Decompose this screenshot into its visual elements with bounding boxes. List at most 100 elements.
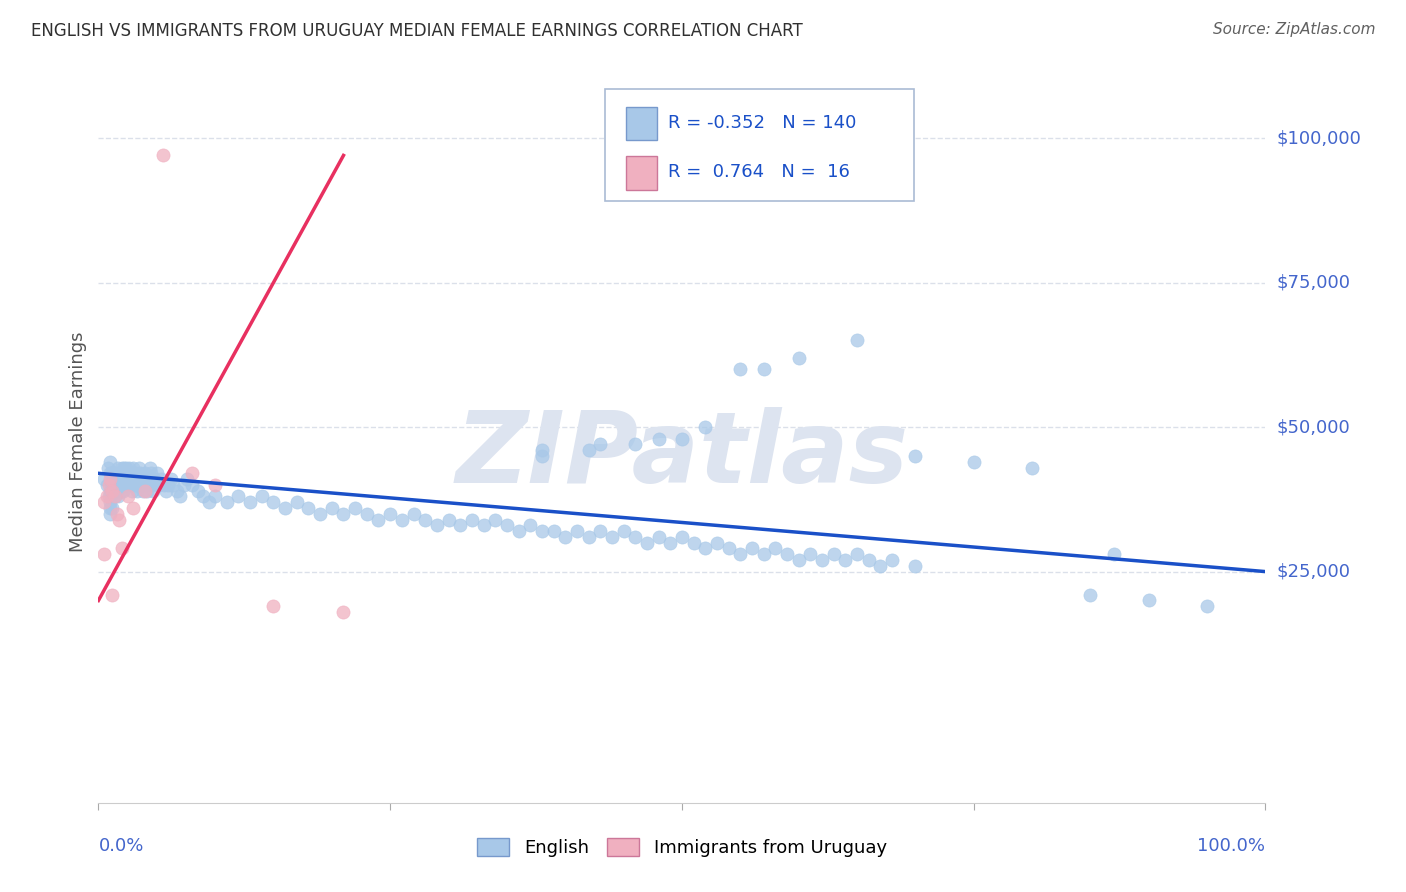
Point [173,478,195,492]
Point [811,553,834,567]
Point [437,512,460,526]
Point [97,478,120,492]
Point [413,512,436,526]
Point [589,524,612,538]
Point [426,518,449,533]
Point [111,483,134,498]
Point [98,507,121,521]
Text: $25,000: $25,000 [1277,563,1351,581]
Point [1080,588,1102,602]
Point [624,437,647,451]
Point [519,518,541,533]
Point [787,351,810,365]
Point [138,472,160,486]
Point [112,472,135,486]
Point [274,501,297,516]
Point [250,490,273,504]
Point [132,483,155,498]
Point [787,553,810,567]
Point [146,467,169,481]
Text: ZIPatlas: ZIPatlas [456,408,908,505]
Point [96,478,118,492]
Point [93,495,115,509]
Point [104,478,127,492]
Point [846,547,869,561]
Point [100,490,122,504]
Point [111,541,134,556]
Point [115,472,138,486]
Point [472,518,495,533]
Point [104,467,127,481]
Point [904,449,927,463]
Point [193,490,215,504]
Point [98,495,121,509]
Point [823,547,845,561]
Point [121,483,143,498]
Point [104,490,127,504]
Point [159,472,181,486]
Point [118,460,141,475]
Point [391,512,413,526]
Point [356,507,378,521]
Point [93,472,115,486]
Point [132,472,155,486]
Point [139,467,162,481]
Point [117,478,139,492]
Point [671,530,693,544]
Text: ENGLISH VS IMMIGRANTS FROM URUGUAY MEDIAN FEMALE EARNINGS CORRELATION CHART: ENGLISH VS IMMIGRANTS FROM URUGUAY MEDIA… [31,22,803,40]
Point [1102,547,1125,561]
Y-axis label: Median Female Earnings: Median Female Earnings [69,331,87,552]
Point [96,490,118,504]
Point [117,490,139,504]
Point [103,478,125,492]
Point [332,605,354,619]
Point [101,588,124,602]
Text: Source: ZipAtlas.com: Source: ZipAtlas.com [1212,22,1375,37]
Point [107,460,129,475]
Text: R = -0.352   N = 140: R = -0.352 N = 140 [668,113,856,132]
Point [112,460,135,475]
Point [869,558,891,573]
Point [530,524,553,538]
Point [858,553,880,567]
Point [111,460,134,475]
Point [101,467,124,481]
Point [97,460,120,475]
Point [262,599,284,614]
Point [118,467,141,481]
Point [565,524,588,538]
Point [129,467,152,481]
Point [148,478,170,492]
Point [1021,460,1043,475]
Point [166,483,188,498]
Point [752,547,775,561]
Point [93,547,115,561]
Point [124,467,146,481]
Point [122,501,145,516]
Point [162,478,184,492]
Point [461,512,484,526]
Point [115,460,138,475]
Point [111,467,134,481]
Point [111,472,134,486]
Point [904,558,927,573]
Point [98,455,121,469]
Point [104,490,127,504]
Point [139,460,162,475]
Point [578,443,600,458]
Point [134,483,156,498]
Point [636,535,658,549]
Point [962,455,984,469]
Point [180,478,202,492]
Point [543,524,565,538]
Point [204,490,226,504]
Text: 100.0%: 100.0% [1198,838,1265,855]
Point [530,449,553,463]
Point [730,547,752,561]
Point [695,420,717,434]
Point [449,518,471,533]
Point [101,501,124,516]
Point [131,478,153,492]
Point [107,490,129,504]
Point [285,495,308,509]
